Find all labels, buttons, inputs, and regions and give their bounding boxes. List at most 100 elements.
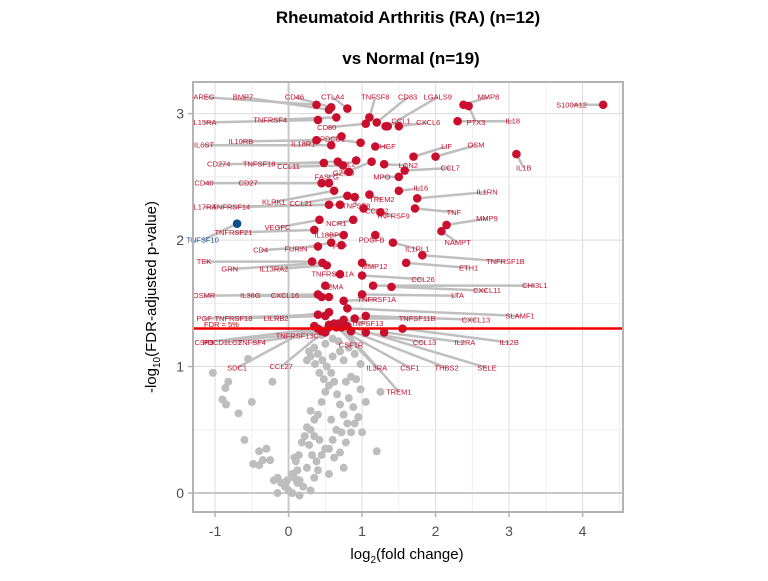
leader-line [446,217,488,227]
leader-line [229,261,323,271]
up-point [387,282,396,292]
leader-line [398,121,429,128]
ns-point [330,453,339,462]
up-point [350,192,360,202]
ns-point [293,478,302,487]
gene-label: FASLG [315,172,339,181]
ns-point [339,410,348,419]
leader-line [402,327,510,344]
x-tick-label: 0 [285,523,293,539]
ns-point [288,489,297,498]
gene-label: TNFSF4 [238,338,266,347]
plot-frame [192,81,624,513]
gene-label: IL16 [414,184,429,193]
tick-layer: -1 0 1 2 3 4 0 1 2 3 [176,106,586,539]
gene-label: TNFRSF14 [212,203,250,212]
gene-label: TREM1 [386,387,411,396]
ns-point [322,362,331,371]
ns-point [332,425,341,434]
gene-label: TNFRSF13C [276,332,320,341]
gene-label: MPO [373,172,390,181]
ns-point [356,360,365,369]
x-tick-label: -1 [209,523,222,539]
up-point [324,200,334,209]
up-point [337,240,346,250]
gene-label: TNFSF8 [342,201,370,210]
ns-point [336,400,345,409]
gene-label: IL1B [516,164,531,173]
gene-label: PGF [196,314,212,323]
leader-line [231,203,341,209]
gene-label: CSF1 [400,363,419,372]
gene-label: IL2RA [455,338,476,347]
gene-label: CTLA4 [321,93,344,102]
ns-point [339,356,348,365]
fdr-threshold-label: FDR = 5% [204,320,239,329]
gene-label: PLP [333,242,347,251]
up-point [379,328,389,337]
y-tick-label: 0 [176,485,184,501]
label-layer: AREG BMP7 CD46 CTLA4 TNFSF8 CD83 LGALS9 MMP8 S10… [186,93,587,397]
ns-point [299,482,308,491]
up-point [337,132,346,141]
up-point [319,158,329,168]
chart-subtitle: vs Normal (n=19) [342,49,479,68]
ns-point [341,438,350,447]
gene-label: TNF [447,208,462,217]
gene-label: IL3RA [366,363,387,372]
ns-point [300,432,309,441]
gene-label: TNFSF11B [399,314,436,323]
up-point [381,121,390,131]
x-tick-label: 2 [432,523,440,539]
gene-label: CSF3 [194,338,213,347]
gene-label: GRN [221,265,238,274]
up-point [365,190,374,199]
ns-point [321,387,330,396]
up-point [317,292,326,302]
leader-line [332,137,361,144]
gene-label: CCL7 [441,164,460,173]
ns-point [318,356,327,365]
leader-line [260,245,319,252]
gene-label: CCL26 [411,275,434,284]
up-point [317,178,326,188]
up-point [598,100,608,110]
up-point [394,186,404,196]
gene-label: MMP9 [476,214,498,223]
up-point [312,100,321,110]
gene-label: OSM [467,141,484,150]
ns-point [327,368,336,377]
leader-line [337,322,400,393]
gene-label: PTX3 [467,118,486,127]
up-point [324,292,334,302]
gene-label: KLRK1 [262,198,286,207]
leader-line [391,285,488,292]
gene-label: LTA [451,291,464,300]
leader-line [406,261,469,270]
leader-line [273,189,335,204]
ns-point [297,438,306,447]
ns-point [317,451,326,460]
gene-label: TNFRSF1B [486,257,525,266]
gene-label: SDC1 [227,363,247,372]
gene-label: OSMR [193,291,216,300]
leader-line [375,96,409,124]
ns-point [372,447,381,456]
ns-point [295,491,304,500]
ns-point [321,339,330,348]
threshold-layer: FDR = 5% [193,320,623,330]
ns-point [349,403,358,412]
leader-line [362,293,458,297]
ns-point [244,354,253,363]
x-tick-label: 3 [505,523,513,539]
gene-label: CHI3L1 [522,281,547,290]
ns-point [266,456,275,465]
gene-label: AREG [193,93,214,102]
up-point [376,207,385,217]
gene-label: IL18BP [314,231,339,240]
ns-point [240,435,249,444]
up-point [359,204,368,213]
ns-point [302,356,311,365]
ns-point [268,377,277,386]
